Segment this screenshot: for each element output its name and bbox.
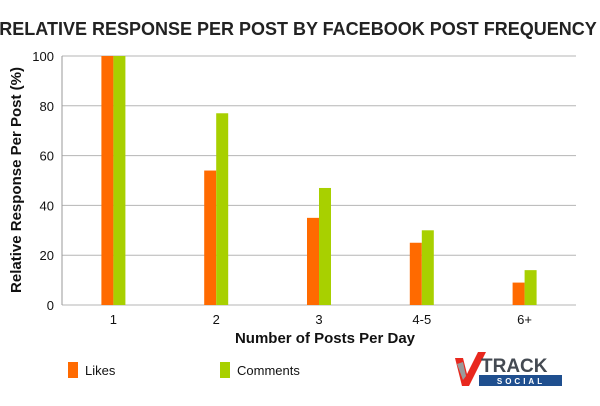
y-tick-label: 20 — [40, 248, 54, 263]
bar-comments — [319, 187, 331, 305]
legend-label-comments: Comments — [237, 363, 300, 378]
y-tick-label: 0 — [47, 298, 54, 313]
track-social-logo: TRACK SOCIAL — [455, 352, 562, 386]
y-axis-ticks: 0 20 40 60 80 100 — [32, 49, 54, 313]
logo-track-text: TRACK — [481, 356, 548, 377]
legend-swatch-comments — [220, 362, 230, 378]
chart-title: RELATIVE RESPONSE PER POST BY FACEBOOK P… — [0, 19, 597, 39]
bar-comments — [113, 56, 126, 305]
logo-social-band — [479, 375, 562, 386]
x-tick-label: 1 — [110, 312, 117, 327]
bar-comments — [524, 270, 537, 305]
x-tick-label: 6+ — [517, 312, 532, 327]
legend-swatch-likes — [68, 362, 78, 378]
bar-likes — [101, 56, 114, 305]
y-tick-label: 80 — [40, 99, 54, 114]
bar-likes — [409, 242, 422, 305]
x-axis-label: Number of Posts Per Day — [235, 330, 416, 347]
x-axis-ticks: 1 2 3 4-5 6+ — [110, 312, 532, 327]
bar-likes — [512, 282, 525, 305]
bar-likes — [307, 217, 319, 305]
bars — [101, 56, 537, 306]
x-tick-label: 2 — [213, 312, 220, 327]
y-tick-label: 100 — [32, 49, 54, 64]
x-tick-label: 3 — [315, 312, 322, 327]
bar-likes — [204, 170, 217, 305]
legend-label-likes: Likes — [85, 363, 116, 378]
y-tick-label: 40 — [40, 198, 54, 213]
y-axis-label: Relative Response Per Post (%) — [8, 67, 25, 293]
logo-shadow-icon — [457, 362, 466, 380]
y-tick-label: 60 — [40, 149, 54, 164]
logo-social-text: SOCIAL — [497, 377, 545, 386]
legend: Likes Comments — [68, 362, 300, 378]
bar-comments — [421, 230, 434, 305]
x-tick-label: 4-5 — [412, 312, 431, 327]
bar-comments — [216, 113, 229, 306]
